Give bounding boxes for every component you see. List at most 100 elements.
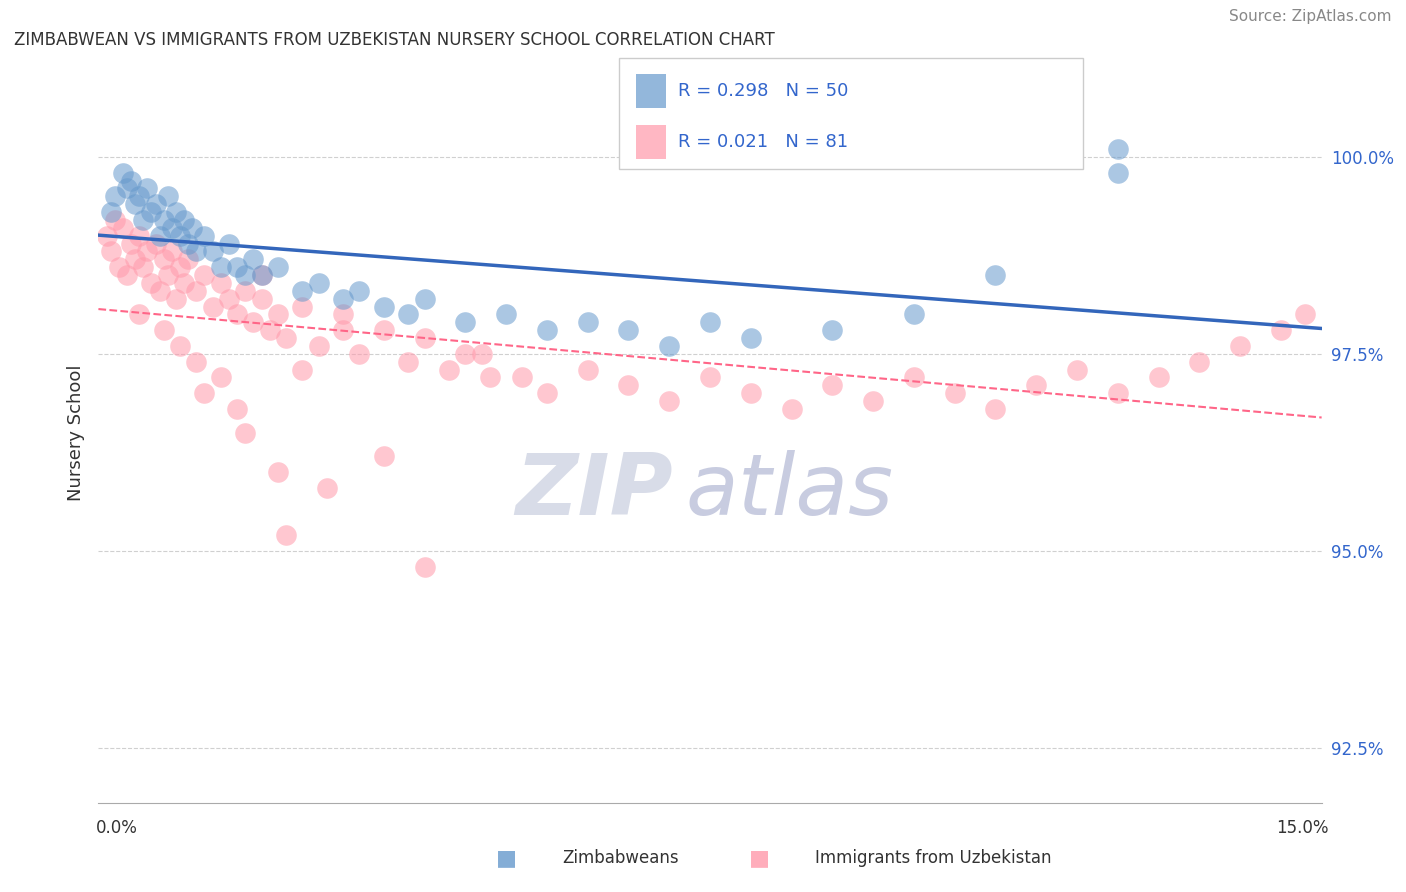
Point	[152, 213, 174, 227]
Point	[267, 260, 290, 275]
Point	[1107, 386, 1129, 401]
Point	[471, 347, 494, 361]
Point	[821, 323, 844, 337]
Point	[218, 292, 240, 306]
Point	[120, 173, 142, 187]
Point	[437, 362, 460, 376]
Point	[1066, 362, 1088, 376]
Point	[478, 370, 501, 384]
Point	[536, 323, 558, 337]
Point	[124, 252, 146, 267]
Point	[308, 276, 330, 290]
Point	[1188, 355, 1211, 369]
Point	[274, 528, 297, 542]
Point	[209, 260, 232, 275]
Point	[169, 228, 191, 243]
Point	[250, 292, 273, 306]
Point	[160, 220, 183, 235]
Text: Zimbabweans: Zimbabweans	[562, 849, 679, 867]
Point	[1025, 378, 1047, 392]
Point	[100, 205, 122, 219]
Point	[413, 331, 436, 345]
Point	[209, 370, 232, 384]
Point	[104, 213, 127, 227]
Point	[149, 284, 172, 298]
Point	[274, 331, 297, 345]
Point	[259, 323, 281, 337]
Point	[201, 300, 224, 314]
Point	[186, 284, 208, 298]
Point	[169, 260, 191, 275]
Text: Source: ZipAtlas.com: Source: ZipAtlas.com	[1229, 9, 1392, 24]
Point	[141, 276, 163, 290]
Point	[308, 339, 330, 353]
Point	[132, 213, 155, 227]
Point	[111, 166, 134, 180]
Text: ZIMBABWEAN VS IMMIGRANTS FROM UZBEKISTAN NURSERY SCHOOL CORRELATION CHART: ZIMBABWEAN VS IMMIGRANTS FROM UZBEKISTAN…	[14, 31, 775, 49]
Point	[115, 181, 138, 195]
Point	[943, 386, 966, 401]
Point	[226, 308, 249, 322]
Point	[145, 236, 167, 251]
Text: ZIP: ZIP	[516, 450, 673, 533]
Point	[233, 425, 256, 440]
Text: R = 0.298   N = 50: R = 0.298 N = 50	[678, 82, 848, 101]
Point	[152, 252, 174, 267]
Point	[617, 323, 640, 337]
Point	[233, 284, 256, 298]
Text: 15.0%: 15.0%	[1277, 819, 1329, 837]
Point	[149, 228, 172, 243]
Text: ■: ■	[749, 848, 769, 868]
Point	[201, 244, 224, 259]
Point	[250, 268, 273, 282]
Point	[193, 268, 215, 282]
Point	[136, 181, 159, 195]
Point	[740, 386, 762, 401]
Point	[1107, 166, 1129, 180]
Point	[617, 378, 640, 392]
Point	[233, 268, 256, 282]
Point	[1229, 339, 1251, 353]
Point	[984, 268, 1007, 282]
Point	[173, 213, 195, 227]
Point	[165, 292, 187, 306]
Point	[128, 189, 150, 203]
Point	[177, 252, 200, 267]
Text: ■: ■	[496, 848, 516, 868]
Point	[454, 315, 477, 329]
Point	[136, 244, 159, 259]
Point	[267, 308, 290, 322]
Point	[226, 402, 249, 417]
Point	[349, 284, 371, 298]
Point	[218, 236, 240, 251]
Point	[242, 252, 264, 267]
Point	[1294, 308, 1316, 322]
Point	[209, 276, 232, 290]
Point	[193, 228, 215, 243]
Text: Immigrants from Uzbekistan: Immigrants from Uzbekistan	[815, 849, 1052, 867]
Point	[332, 292, 354, 306]
Point	[193, 386, 215, 401]
Point	[156, 268, 179, 282]
Point	[160, 244, 183, 259]
Point	[332, 308, 354, 322]
Point	[332, 323, 354, 337]
Point	[177, 236, 200, 251]
Point	[100, 244, 122, 259]
Point	[512, 370, 534, 384]
Point	[181, 220, 204, 235]
Point	[267, 465, 290, 479]
Point	[128, 308, 150, 322]
Point	[373, 449, 395, 463]
Point	[903, 370, 925, 384]
Point	[658, 394, 681, 409]
Point	[413, 292, 436, 306]
Text: 0.0%: 0.0%	[96, 819, 138, 837]
Point	[1147, 370, 1170, 384]
Point	[291, 362, 314, 376]
Point	[454, 347, 477, 361]
Point	[315, 481, 337, 495]
Point	[111, 220, 134, 235]
Point	[132, 260, 155, 275]
Point	[104, 189, 127, 203]
